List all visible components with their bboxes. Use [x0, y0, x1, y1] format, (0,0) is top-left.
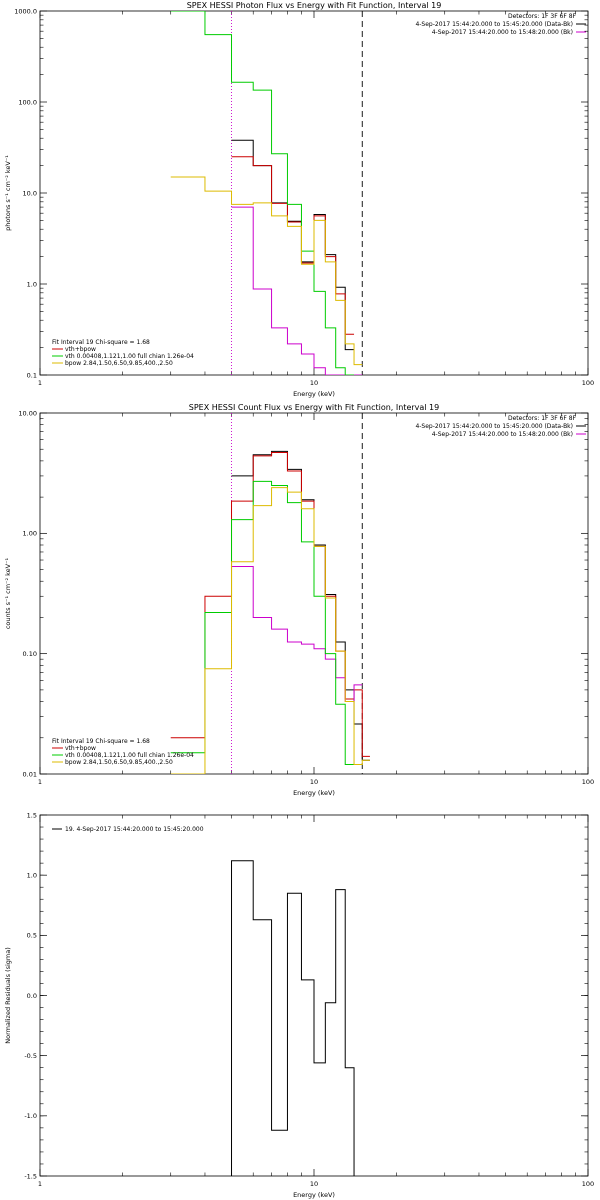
x-tick-label: 100: [582, 379, 594, 387]
legend-label: bpow 2.84,1.50,6.50,9.85,400.,2.50: [65, 759, 173, 766]
series-total-line: [231, 139, 355, 351]
series-vth-line: [170, 11, 355, 375]
y-tick-label: 10.0: [23, 189, 37, 197]
x-tick-label: 1: [38, 379, 42, 387]
series-fit_total-line: [231, 156, 355, 335]
series-background-line: [231, 566, 363, 703]
y-tick-label: 10.00: [18, 409, 37, 417]
legend-label: vth+bpow: [65, 346, 96, 353]
y-tick-label: -1.0: [24, 1112, 37, 1120]
y-tick-label: 1.0: [27, 871, 37, 879]
x-tick-label: 1: [38, 778, 42, 786]
x-tick-label: 100: [582, 778, 594, 786]
series-bpow-line: [170, 176, 363, 366]
y-tick-label: -0.5: [24, 1052, 37, 1060]
y-tick-label: 0.0: [27, 992, 37, 1000]
header-time-range: 4-Sep-2017 15:44:20.000 to 15:48:20.000 …: [432, 431, 573, 438]
legend-label: vth 0.00408,1.121,1.00 full chian 1.26e-…: [65, 752, 194, 759]
panel-2: SPEX HESSI Count Flux vs Energy with Fit…: [4, 403, 594, 797]
series-vth-line: [170, 480, 355, 765]
header-time-range: 4-Sep-2017 15:44:20.000 to 15:48:20.000 …: [432, 29, 573, 36]
fit-interval-label: Fit Interval 19 Chi-square = 1.68: [52, 738, 150, 745]
header-time-range: 4-Sep-2017 15:44:20.000 to 15:45:20.000 …: [415, 21, 573, 28]
y-tick-label: -1.5: [24, 1172, 37, 1180]
x-tick-label: 10: [310, 379, 318, 387]
legend-label: vth+bpow: [65, 745, 96, 752]
series-bpow-line: [170, 487, 370, 774]
y-axis-label: Normalized Residuals (sigma): [4, 947, 12, 1044]
y-tick-label: 1000.0: [14, 7, 37, 15]
y-tick-label: 0.01: [23, 770, 37, 778]
series-total-line: [231, 450, 370, 761]
x-tick-label: 10: [310, 778, 318, 786]
panel-3: 1 10 100 -1.5 -1.0 -0.5 0.0 0.5 1.0 1.5 Energy (ke…: [4, 811, 594, 1199]
legend-label: 19. 4-Sep-2017 15:44:20.000 to 15:45:20.…: [65, 826, 204, 833]
legend-label: vth 0.00408,1.121,1.00 full chian 1.26e-…: [65, 353, 194, 360]
y-tick-label: 1.00: [23, 530, 37, 538]
legend-label: bpow 2.84,1.50,6.50,9.85,400.,2.50: [65, 360, 173, 367]
y-tick-label: 0.5: [27, 932, 37, 940]
series-fit_total-line: [170, 451, 370, 757]
x-tick-label: 10: [310, 1180, 318, 1188]
detectors-label: Detectors: 1F 3F 6F 8F: [508, 415, 577, 422]
x-axis-label: Energy (keV): [293, 789, 335, 797]
y-tick-label: 1.0: [27, 280, 37, 288]
series-total-line: [231, 860, 355, 1176]
header-time-range: 4-Sep-2017 15:44:20.000 to 15:45:20.000 …: [415, 423, 573, 430]
series-background-line: [231, 206, 363, 375]
y-tick-label: 0.1: [27, 371, 37, 379]
x-tick-label: 1: [38, 1180, 42, 1188]
fit-interval-label: Fit Interval 19 Chi-square = 1.68: [52, 339, 150, 346]
x-axis-label: Energy (keV): [293, 1191, 335, 1199]
y-axis-label: photons s⁻¹ cm⁻² keV⁻¹: [4, 155, 12, 231]
x-tick-label: 100: [582, 1180, 594, 1188]
panel-1: SPEX HESSI Photon Flux vs Energy with Fi…: [4, 1, 594, 398]
plot-frame: [39, 10, 589, 376]
y-tick-label: 0.10: [23, 650, 37, 658]
x-axis-label: Energy (keV): [293, 390, 335, 398]
y-tick-label: 100.0: [18, 98, 37, 106]
chart-title: SPEX HESSI Count Flux vs Energy with Fit…: [189, 403, 440, 412]
chart-title: SPEX HESSI Photon Flux vs Energy with Fi…: [187, 1, 442, 10]
y-axis-label: counts s⁻¹ cm⁻² keV⁻¹: [4, 557, 12, 629]
detectors-label: Detectors: 1F 3F 6F 8F: [508, 13, 577, 20]
y-tick-label: 1.5: [27, 811, 37, 819]
